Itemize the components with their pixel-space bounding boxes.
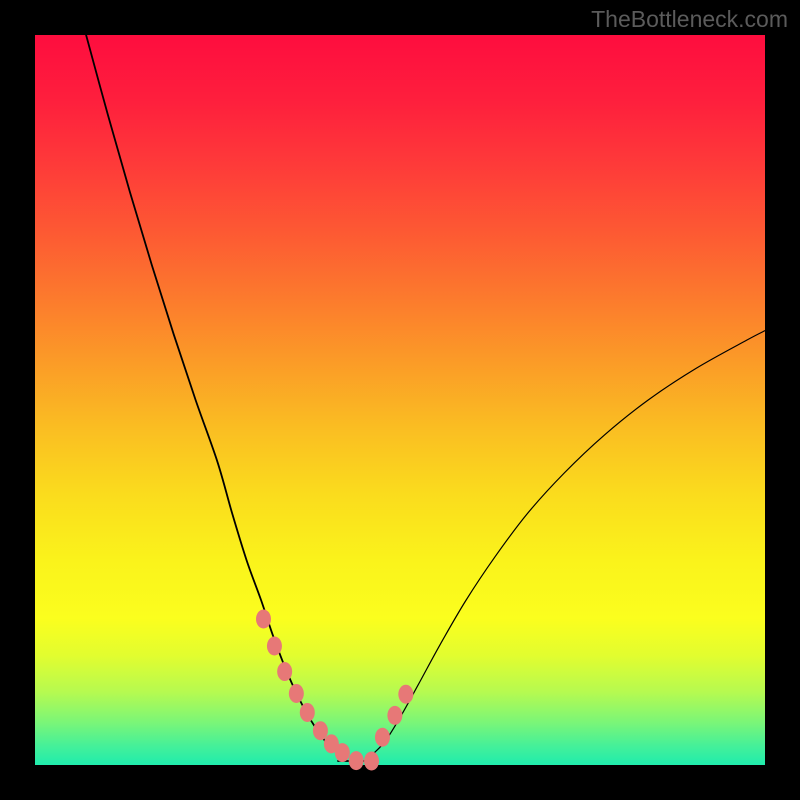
stage: TheBottleneck.com [0,0,800,800]
marker-dot [349,751,364,770]
plot-area [35,35,765,765]
marker-dot [335,743,350,762]
bottleneck-chart [0,0,800,800]
marker-dot [375,728,390,747]
marker-dot [398,685,413,704]
marker-dot [256,610,271,629]
marker-dot [364,751,379,770]
marker-dot [387,706,402,725]
marker-dot [267,637,282,656]
marker-dot [289,684,304,703]
marker-dot [313,721,328,740]
marker-dot [300,703,315,722]
marker-dot [277,662,292,681]
